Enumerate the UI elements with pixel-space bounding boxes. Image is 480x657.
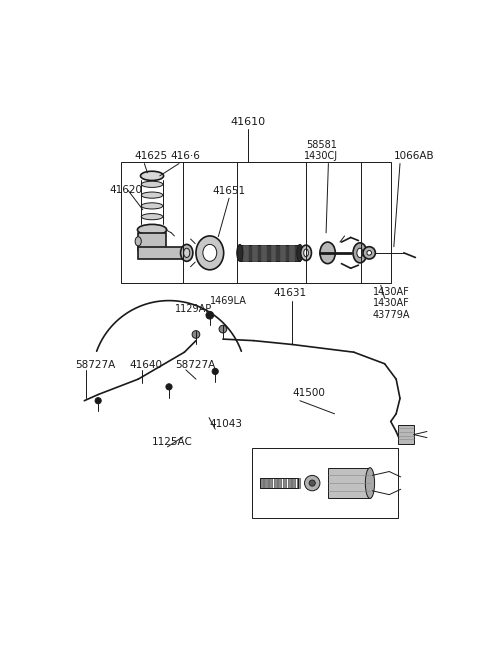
Ellipse shape: [203, 244, 217, 261]
Circle shape: [212, 369, 218, 374]
Circle shape: [206, 311, 214, 319]
Ellipse shape: [365, 468, 374, 499]
Bar: [289, 245, 294, 261]
Bar: [297, 478, 300, 487]
Bar: [278, 478, 281, 487]
Bar: [292, 478, 295, 487]
Circle shape: [192, 330, 200, 338]
Circle shape: [166, 384, 172, 390]
Bar: [138, 233, 166, 250]
Ellipse shape: [141, 203, 163, 209]
Bar: [271, 245, 275, 261]
Bar: [398, 425, 414, 444]
Bar: [280, 245, 285, 261]
Text: 1125AC: 1125AC: [152, 437, 193, 447]
Bar: [288, 478, 291, 487]
Text: 1430AF
1430AF
43779A: 1430AF 1430AF 43779A: [373, 286, 410, 320]
Text: 58727A: 58727A: [175, 360, 216, 370]
Circle shape: [95, 397, 101, 404]
Ellipse shape: [184, 248, 190, 258]
Circle shape: [304, 476, 320, 491]
Text: 41620: 41620: [109, 185, 142, 196]
Ellipse shape: [141, 171, 164, 181]
Ellipse shape: [300, 245, 312, 261]
Text: 58581
1430CJ: 58581 1430CJ: [304, 140, 338, 161]
Bar: [243, 245, 248, 261]
Circle shape: [219, 325, 227, 333]
Circle shape: [363, 246, 375, 259]
Bar: [252, 449, 398, 518]
Text: 416·6: 416·6: [170, 151, 201, 161]
Ellipse shape: [297, 244, 303, 261]
Text: 58727A: 58727A: [75, 360, 115, 370]
Text: 1066AB: 1066AB: [394, 151, 434, 161]
Ellipse shape: [237, 244, 243, 261]
Circle shape: [367, 250, 372, 255]
Text: 41651: 41651: [213, 186, 246, 196]
Ellipse shape: [141, 181, 163, 187]
Ellipse shape: [135, 237, 141, 246]
Ellipse shape: [357, 248, 363, 258]
Text: 41625: 41625: [134, 151, 168, 161]
Text: 41610: 41610: [230, 116, 265, 127]
Bar: [260, 478, 299, 487]
Text: 41043: 41043: [209, 419, 242, 429]
Bar: [138, 246, 188, 259]
Circle shape: [309, 480, 315, 486]
Bar: [252, 245, 257, 261]
Bar: [328, 468, 370, 499]
Text: 1469LA: 1469LA: [210, 296, 247, 306]
Ellipse shape: [353, 243, 367, 263]
Bar: [121, 162, 391, 283]
Ellipse shape: [141, 192, 163, 198]
Bar: [262, 245, 266, 261]
Text: 41631: 41631: [273, 288, 306, 298]
Bar: [274, 478, 277, 487]
Bar: [283, 478, 286, 487]
Text: 41640: 41640: [129, 360, 162, 370]
Ellipse shape: [180, 244, 193, 261]
Ellipse shape: [304, 249, 308, 257]
Bar: [269, 478, 272, 487]
Ellipse shape: [196, 236, 224, 270]
Ellipse shape: [141, 214, 163, 219]
Text: 41500: 41500: [292, 388, 325, 398]
Bar: [240, 245, 300, 261]
Bar: [260, 478, 263, 487]
Ellipse shape: [137, 225, 167, 235]
Bar: [264, 478, 267, 487]
Ellipse shape: [320, 242, 336, 263]
Text: 1129AP: 1129AP: [175, 304, 213, 313]
